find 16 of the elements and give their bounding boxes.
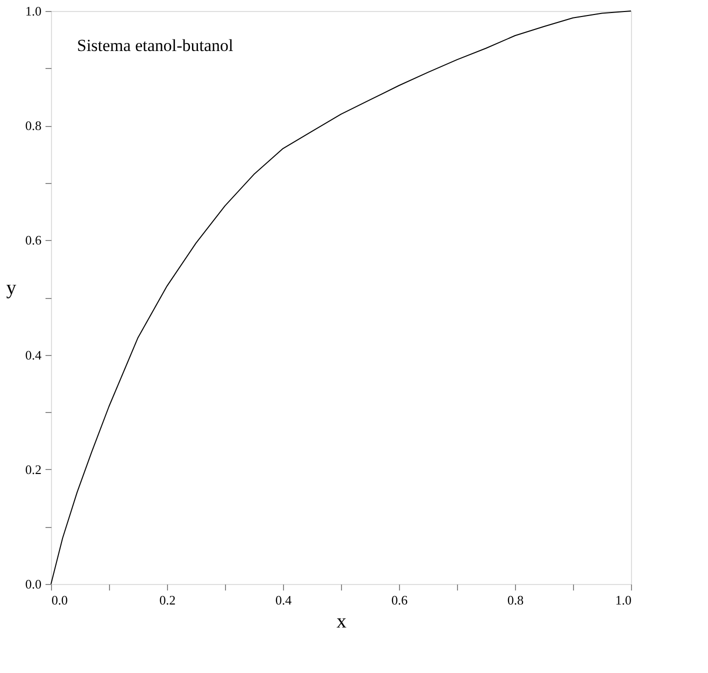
x-tick-label: 0.2: [159, 592, 176, 608]
y-tick-label: 0.4: [25, 347, 42, 362]
y-tick-label: 0.8: [25, 118, 42, 134]
line-series: [50, 10, 632, 584]
y-tick-label: 0.6: [25, 232, 42, 248]
y-tick-label: 0.2: [25, 462, 42, 477]
x-tick-label: 0.4: [275, 592, 292, 608]
y-tick-label: 1.0: [25, 4, 42, 18]
x-tick-label: 0.6: [391, 592, 408, 608]
y-tick-label: 0.0: [25, 576, 42, 592]
y-axis-title: y: [6, 277, 16, 299]
annotation: Sistema etanol-butanol: [77, 36, 234, 55]
x-axis-title: x: [336, 610, 346, 632]
x-tick-label: 1.0: [615, 592, 632, 608]
x-tick-label: 0.0: [52, 592, 68, 608]
x-tick-label: 0.8: [507, 592, 524, 608]
